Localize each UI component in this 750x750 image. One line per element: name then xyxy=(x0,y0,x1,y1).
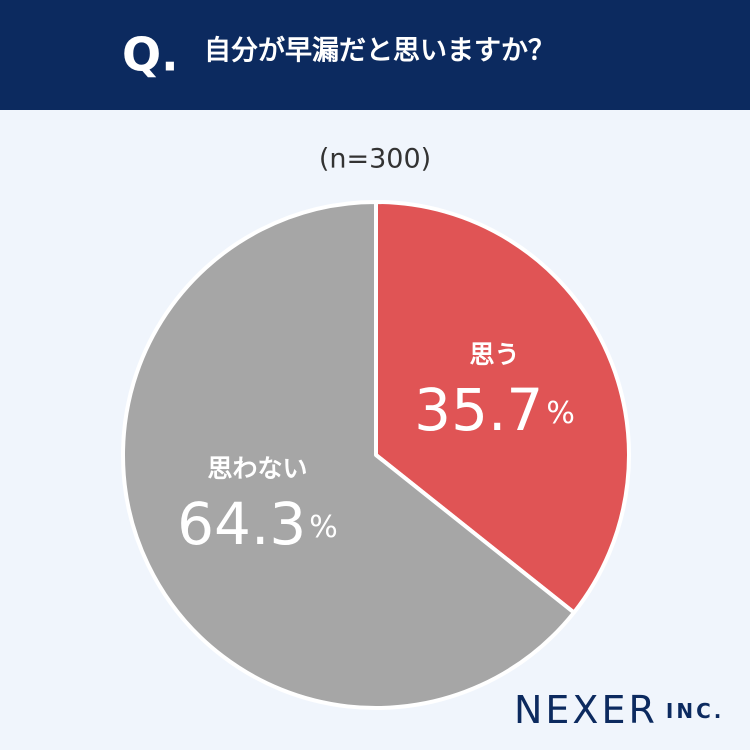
slice-category: 思わない xyxy=(207,454,307,483)
header-bar xyxy=(0,0,750,110)
brand-suffix: INC. xyxy=(666,699,724,723)
slice-category: 思う xyxy=(469,340,519,369)
pie-slice xyxy=(374,200,631,615)
pie xyxy=(121,200,631,710)
pie-slice xyxy=(121,200,576,710)
value-number: 64.3 xyxy=(177,490,306,558)
brand: NEXER INC. xyxy=(514,688,724,732)
chart-subtitle: (n=300) xyxy=(319,144,431,175)
slice-value-label: 35.7% xyxy=(414,376,575,444)
value-number: 35.7 xyxy=(414,376,543,444)
question-marker: Q. xyxy=(122,28,179,82)
chart-title: 自分が早漏だと思いますか？ xyxy=(204,35,555,67)
slice-value-label: 64.3% xyxy=(177,490,338,558)
value-unit: % xyxy=(309,510,338,545)
brand-name: NEXER xyxy=(514,688,658,732)
value-unit: % xyxy=(546,395,575,430)
